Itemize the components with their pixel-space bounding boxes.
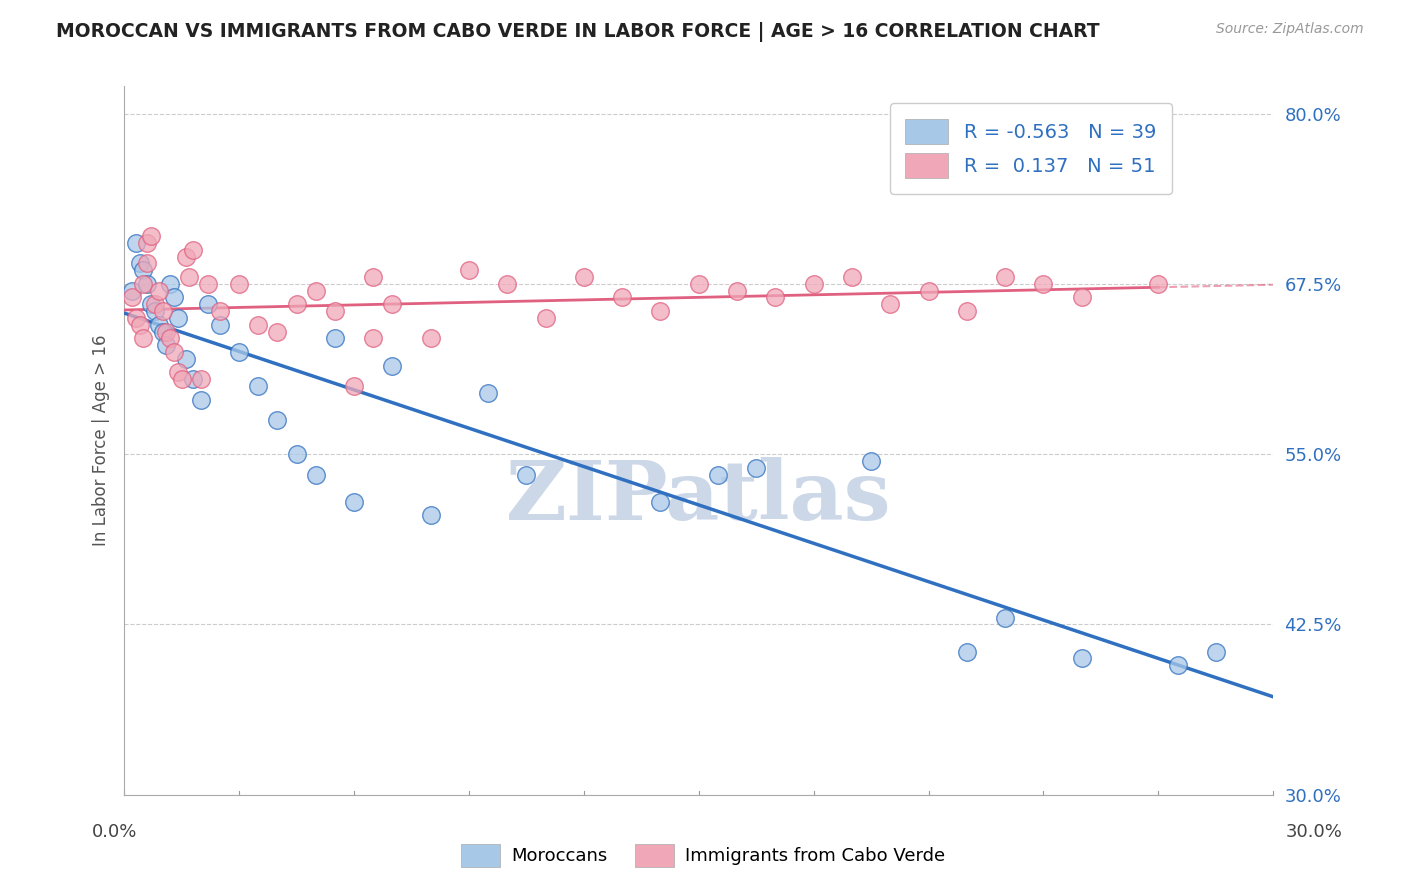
Point — [155, 325, 177, 339]
Point — [1070, 651, 1092, 665]
Point — [166, 310, 188, 325]
Point — [228, 277, 250, 291]
Point — [152, 325, 174, 339]
Point — [323, 304, 346, 318]
Point — [1032, 277, 1054, 291]
Point — [458, 263, 481, 277]
Point — [419, 331, 441, 345]
Point — [166, 365, 188, 379]
Point — [208, 304, 231, 318]
Point — [148, 284, 170, 298]
Point — [879, 297, 901, 311]
Point — [159, 277, 181, 291]
Point — [725, 284, 748, 298]
Point — [1147, 277, 1170, 291]
Point — [343, 495, 366, 509]
Point — [803, 277, 825, 291]
Point — [572, 270, 595, 285]
Point — [763, 290, 786, 304]
Text: MOROCCAN VS IMMIGRANTS FROM CABO VERDE IN LABOR FORCE | AGE > 16 CORRELATION CHA: MOROCCAN VS IMMIGRANTS FROM CABO VERDE I… — [56, 22, 1099, 42]
Point — [860, 454, 883, 468]
Point — [143, 304, 166, 318]
Point — [381, 297, 404, 311]
Point — [128, 318, 150, 332]
Point — [136, 235, 159, 250]
Legend: R = -0.563   N = 39, R =  0.137   N = 51: R = -0.563 N = 39, R = 0.137 N = 51 — [890, 103, 1171, 194]
Point — [381, 359, 404, 373]
Point — [152, 304, 174, 318]
Point — [121, 290, 143, 304]
Point — [612, 290, 634, 304]
Point — [163, 345, 186, 359]
Legend: Moroccans, Immigrants from Cabo Verde: Moroccans, Immigrants from Cabo Verde — [454, 837, 952, 874]
Point — [159, 331, 181, 345]
Point — [170, 372, 193, 386]
Point — [534, 310, 557, 325]
Point — [148, 318, 170, 332]
Point — [707, 467, 730, 482]
Point — [163, 290, 186, 304]
Point — [136, 256, 159, 270]
Point — [841, 270, 863, 285]
Point — [361, 331, 384, 345]
Point — [174, 351, 197, 366]
Point — [228, 345, 250, 359]
Point — [121, 284, 143, 298]
Text: Source: ZipAtlas.com: Source: ZipAtlas.com — [1216, 22, 1364, 37]
Point — [247, 318, 270, 332]
Point — [477, 385, 499, 400]
Point — [155, 338, 177, 352]
Point — [917, 284, 939, 298]
Point — [132, 277, 155, 291]
Text: 30.0%: 30.0% — [1286, 822, 1343, 840]
Point — [343, 379, 366, 393]
Point — [125, 235, 148, 250]
Point — [247, 379, 270, 393]
Point — [956, 645, 979, 659]
Point — [190, 372, 212, 386]
Point — [1070, 290, 1092, 304]
Point — [132, 263, 155, 277]
Point — [125, 310, 148, 325]
Point — [305, 284, 328, 298]
Point — [323, 331, 346, 345]
Text: 0.0%: 0.0% — [91, 822, 136, 840]
Point — [136, 277, 159, 291]
Point — [419, 508, 441, 523]
Point — [197, 297, 219, 311]
Point — [515, 467, 537, 482]
Point — [994, 270, 1017, 285]
Point — [266, 413, 288, 427]
Point — [496, 277, 519, 291]
Point — [179, 270, 201, 285]
Y-axis label: In Labor Force | Age > 16: In Labor Force | Age > 16 — [93, 334, 110, 546]
Point — [285, 447, 308, 461]
Text: ZIPatlas: ZIPatlas — [506, 458, 891, 537]
Point — [174, 250, 197, 264]
Point — [266, 325, 288, 339]
Point — [143, 297, 166, 311]
Point — [1205, 645, 1227, 659]
Point — [994, 610, 1017, 624]
Point — [688, 277, 710, 291]
Point — [139, 297, 162, 311]
Point — [132, 331, 155, 345]
Point — [745, 460, 768, 475]
Point — [181, 372, 204, 386]
Point — [305, 467, 328, 482]
Point — [650, 495, 672, 509]
Point — [208, 318, 231, 332]
Point — [1167, 658, 1189, 673]
Point — [139, 229, 162, 244]
Point — [361, 270, 384, 285]
Point — [285, 297, 308, 311]
Point — [650, 304, 672, 318]
Point — [190, 392, 212, 407]
Point — [197, 277, 219, 291]
Point — [128, 256, 150, 270]
Point — [181, 243, 204, 257]
Point — [956, 304, 979, 318]
